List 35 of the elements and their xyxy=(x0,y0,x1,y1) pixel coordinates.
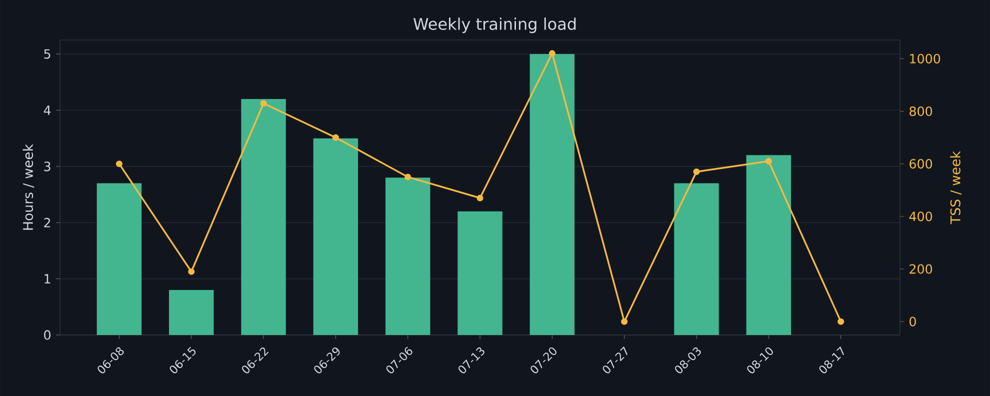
bar xyxy=(746,155,792,335)
point xyxy=(404,174,412,180)
y-tick-label: 3 xyxy=(44,162,50,172)
point xyxy=(116,160,122,168)
point xyxy=(548,50,556,57)
y-tick-label: 5 xyxy=(44,49,50,59)
y2-tick-label: 0 xyxy=(910,316,916,326)
point xyxy=(476,194,484,202)
bar xyxy=(458,211,502,335)
point xyxy=(765,158,772,164)
y2-tick-label: 200 xyxy=(910,264,932,274)
point xyxy=(188,268,195,275)
y2-axis-title: TSS / week xyxy=(950,150,962,224)
y2-tick-label: 1000 xyxy=(910,54,940,64)
y-tick-label: 1 xyxy=(44,274,50,284)
y-tick-label: 0 xyxy=(44,330,50,340)
bar xyxy=(313,138,358,335)
point xyxy=(260,100,267,107)
chart-title: Weekly training load xyxy=(413,18,576,34)
y2-tick-label: 800 xyxy=(910,106,932,116)
point xyxy=(693,168,700,175)
point xyxy=(621,318,628,325)
y2-tick-label: 600 xyxy=(910,159,932,169)
bar xyxy=(241,98,286,335)
point xyxy=(838,318,844,325)
y2-tick-label: 400 xyxy=(909,212,932,222)
y-tick-label: 4 xyxy=(44,106,51,115)
bar xyxy=(530,54,575,335)
bar xyxy=(96,183,142,335)
bar xyxy=(674,183,719,335)
point xyxy=(332,134,339,141)
y-tick-label: 2 xyxy=(44,218,50,228)
y-axis-title: Hours / week xyxy=(22,144,34,230)
bar xyxy=(168,290,214,335)
bar xyxy=(385,178,430,335)
